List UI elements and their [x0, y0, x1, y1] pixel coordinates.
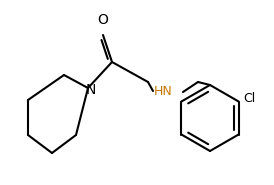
Text: HN: HN [154, 85, 172, 97]
Text: O: O [98, 13, 109, 27]
Text: N: N [86, 83, 96, 97]
Text: Cl: Cl [244, 92, 256, 105]
